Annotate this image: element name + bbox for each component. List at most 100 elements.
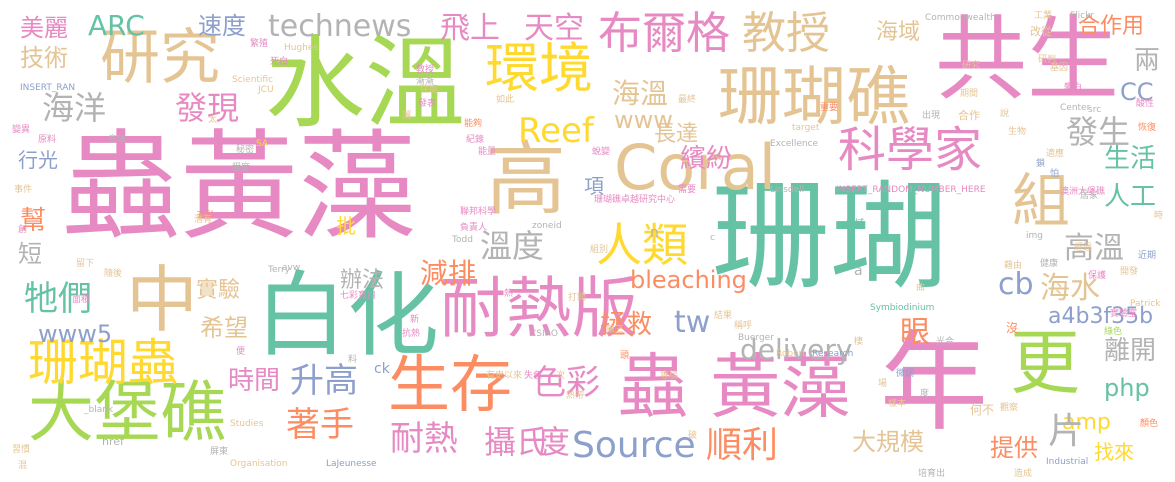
word: href [102, 435, 124, 448]
word: JCU [258, 85, 274, 95]
word: 研究 [100, 23, 220, 93]
word: 白化 [255, 262, 440, 369]
word: 如此 [496, 95, 515, 105]
word: 水溫 [265, 25, 465, 142]
word: 時 [1154, 211, 1164, 221]
word: 居家 [1080, 191, 1099, 201]
word: 年 [880, 321, 989, 446]
word: 工業 [1034, 11, 1053, 21]
word: 藉由 [1004, 261, 1023, 271]
word: 發表 [418, 99, 437, 109]
word: 混 [18, 461, 28, 471]
word: Buerger [738, 333, 774, 343]
word: 原料 [38, 135, 57, 145]
word: delivery [740, 333, 853, 366]
word: 需要 [678, 185, 697, 195]
word: 大規模 [852, 428, 924, 456]
word: 重要 [820, 103, 839, 113]
word: 片 [1048, 411, 1085, 452]
word: Reef [518, 111, 594, 151]
word: php [1104, 374, 1150, 402]
word: 程度 [232, 163, 251, 173]
word: 速度 [198, 12, 246, 40]
word: 久 [370, 279, 380, 289]
word: 生物 [1008, 127, 1027, 137]
word: technews [268, 9, 412, 44]
word: 珊瑚蟲 [28, 334, 178, 392]
word: Industrial [1046, 457, 1089, 467]
word: 培育出 [918, 469, 946, 479]
word: 光合 [936, 337, 955, 347]
word: 發現 [175, 89, 240, 127]
word: 能夠 [464, 119, 483, 129]
word: target [792, 123, 820, 133]
word: 澳洲大堡礁 [1060, 187, 1106, 197]
word: 酸性 [1136, 99, 1155, 109]
word: Coral [614, 131, 776, 204]
word: 場 [878, 379, 888, 389]
word: 大堡礁 [28, 374, 226, 451]
word: 天空 [524, 11, 584, 46]
word: 意味 [108, 135, 127, 145]
word: 生活 [1104, 144, 1157, 174]
word: img [1026, 231, 1043, 241]
word: www [614, 106, 673, 134]
word: a [854, 263, 863, 279]
word: amp [1062, 410, 1111, 435]
word: 科學家 [838, 122, 983, 178]
word: CC [1120, 78, 1154, 106]
word: Studies [230, 419, 264, 429]
word: 生存 [388, 348, 513, 421]
word: 人類 [596, 218, 688, 272]
word: 面積 [72, 295, 91, 305]
word: 健康 [1040, 259, 1059, 269]
word: 微調 [896, 369, 915, 379]
word: 提供 [990, 434, 1038, 462]
word: 中 [126, 258, 199, 342]
word: 聯邦科學 [460, 207, 497, 217]
word: Center [1060, 103, 1091, 113]
word: 留下 [76, 259, 95, 269]
word: 海域 [876, 20, 921, 45]
word: 能量 [478, 147, 497, 157]
word: 秘密 [236, 145, 255, 155]
word: 住處 [420, 85, 439, 95]
word: 升高 [290, 361, 358, 401]
word: 七彩寶目 [340, 291, 377, 301]
word: 度 [538, 423, 571, 461]
word: CSIRO [530, 329, 558, 339]
word: Patrick [1130, 299, 1161, 309]
word: 破 [688, 431, 698, 441]
word: 變異 [12, 125, 31, 135]
word: 保護 [1088, 271, 1107, 281]
word: bleaching [630, 266, 747, 294]
word: 美麗 [20, 14, 68, 42]
word: 專稿 [660, 371, 679, 381]
word: 沒 [1006, 321, 1019, 335]
word: 開發 [1120, 267, 1139, 277]
word: 隨後 [104, 269, 123, 279]
word: Robert [776, 349, 806, 359]
word: 合作 [958, 109, 980, 122]
word: www5 [38, 320, 113, 348]
word: 頭 [620, 351, 630, 361]
word: n [650, 225, 659, 241]
word: 繽紛 [680, 144, 733, 174]
word: 組 [1012, 167, 1071, 235]
word: 溫度 [480, 227, 545, 265]
word: 眼 [900, 315, 930, 350]
word: 蛻變 [592, 147, 611, 157]
word: Excellence [770, 139, 819, 149]
word: 找來 [1094, 440, 1134, 464]
word: 五彩 [196, 211, 215, 221]
word: Commonwealth [925, 13, 996, 23]
word: 耐熱版 [440, 270, 638, 347]
word: 珊瑚 [712, 168, 949, 306]
word: 合作用 [1078, 14, 1145, 39]
word: 近期 [1138, 251, 1157, 261]
word: 希望 [200, 314, 248, 342]
word: 潛有 [194, 215, 213, 225]
word: Source [572, 425, 696, 466]
word: 辦法 [340, 268, 385, 293]
